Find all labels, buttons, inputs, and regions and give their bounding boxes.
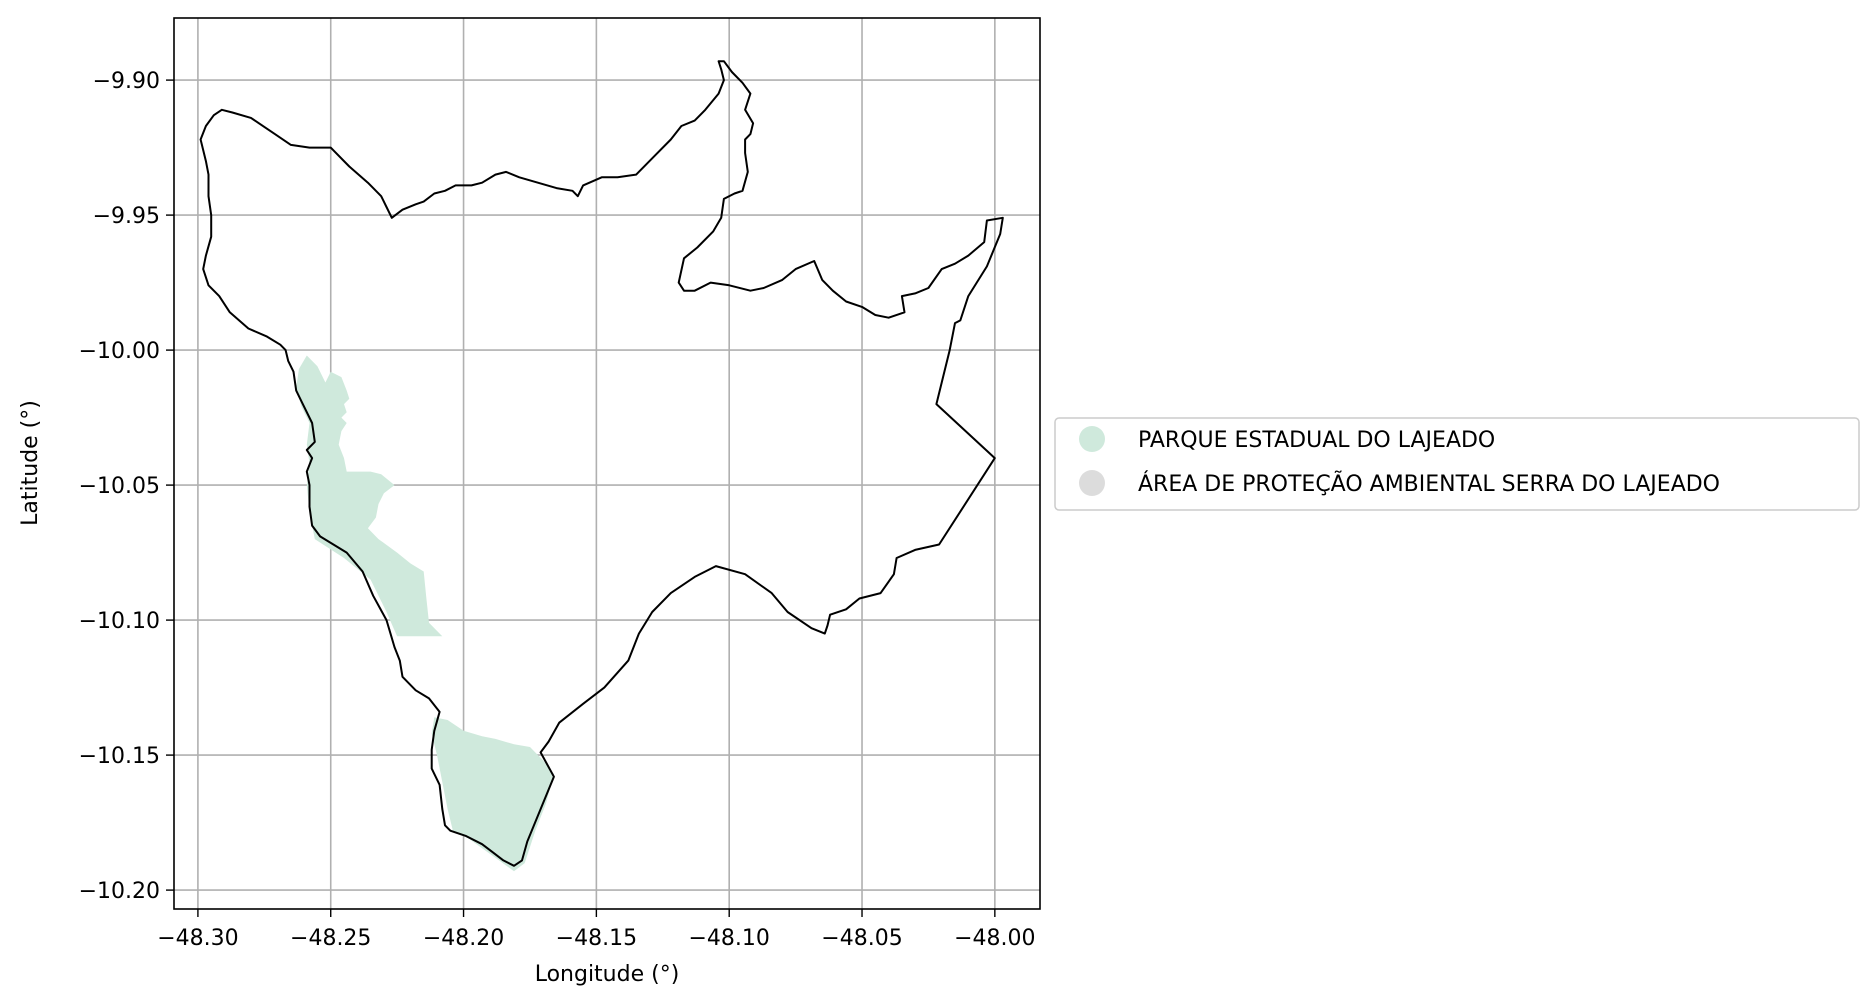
x-axis-ticks: −48.30 −48.25 −48.20 −48.15 −48.10 −48.05 −48.… bbox=[157, 909, 1036, 951]
legend-marker-parque bbox=[1079, 426, 1105, 452]
legend-marker-apa bbox=[1079, 470, 1105, 496]
x-tick-label: −48.30 bbox=[157, 926, 238, 951]
y-tick-label: −10.15 bbox=[79, 744, 160, 769]
y-tick-label: −10.20 bbox=[79, 879, 160, 904]
legend-label-apa: ÁREA DE PROTEÇÃO AMBIENTAL SERRA DO LAJE… bbox=[1138, 470, 1720, 497]
x-tick-label: −48.10 bbox=[688, 926, 769, 951]
x-tick-label: −48.25 bbox=[290, 926, 371, 951]
x-axis-label: Longitude (°) bbox=[535, 962, 680, 987]
legend-label-parque: PARQUE ESTADUAL DO LAJEADO bbox=[1138, 428, 1495, 453]
x-tick-label: −48.00 bbox=[954, 926, 1035, 951]
y-tick-label: −9.90 bbox=[93, 69, 160, 94]
apa-boundary-outline bbox=[199, 60, 1004, 867]
y-tick-label: −9.95 bbox=[93, 204, 160, 229]
x-tick-label: −48.20 bbox=[423, 926, 504, 951]
y-tick-label: −10.10 bbox=[79, 609, 160, 634]
legend: PARQUE ESTADUAL DO LAJEADO ÁREA DE PROTE… bbox=[1054, 417, 1860, 511]
y-tick-label: −10.05 bbox=[79, 474, 160, 499]
map-layers bbox=[199, 60, 1004, 872]
y-axis-label: Latitude (°) bbox=[18, 400, 43, 526]
y-axis-ticks: −9.90 −9.95 −10.00 −10.05 −10.10 −10.15 −10.20 bbox=[79, 69, 174, 904]
x-tick-label: −48.05 bbox=[821, 926, 902, 951]
x-tick-label: −48.15 bbox=[556, 926, 637, 951]
legend-box bbox=[1054, 417, 1860, 511]
plot-frame bbox=[173, 17, 1041, 910]
y-tick-label: −10.00 bbox=[79, 339, 160, 364]
parque-estadual-polygon bbox=[296, 355, 443, 637]
parque-estadual-polygon bbox=[431, 717, 554, 872]
grid-lines bbox=[174, 18, 1040, 909]
